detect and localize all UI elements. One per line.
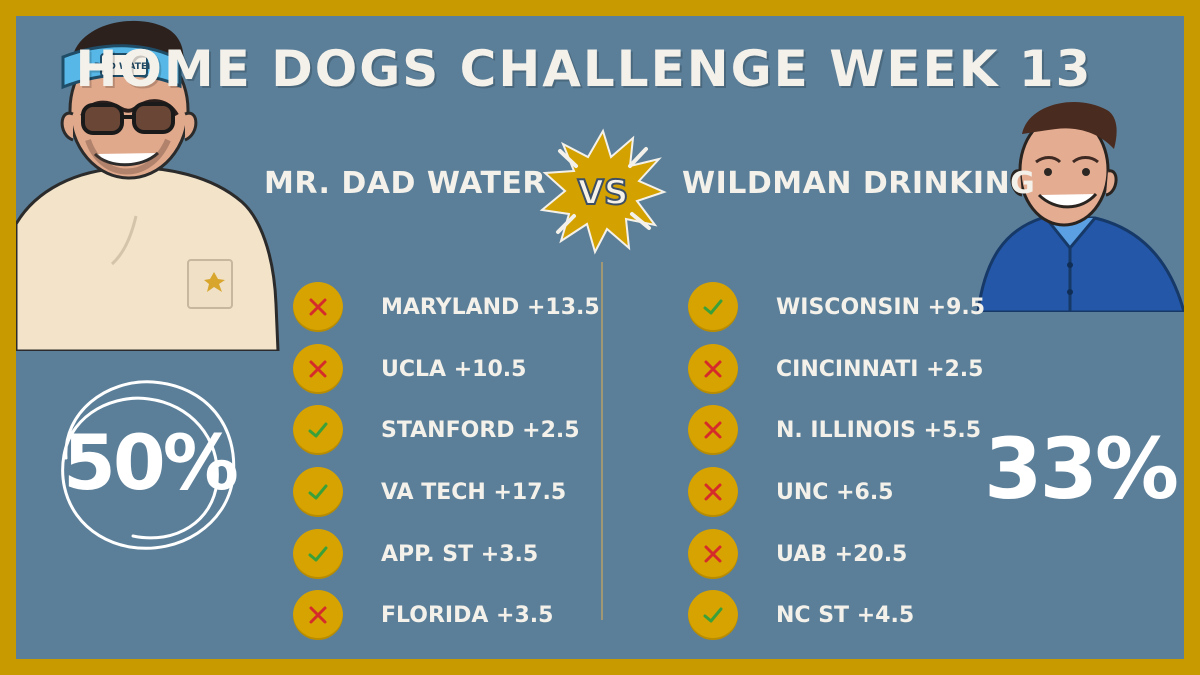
- loss-badge: [688, 405, 738, 455]
- pick-label: UNC +6.5: [776, 479, 894, 505]
- loss-badge: [293, 344, 343, 394]
- check-icon: [308, 422, 328, 438]
- loss-badge: [293, 590, 343, 640]
- x-icon: [309, 606, 327, 624]
- headband-text: DAD WATER: [94, 62, 154, 72]
- left-pick-row: VA TECH +17.5: [293, 467, 566, 517]
- center-divider: [601, 262, 603, 620]
- win-badge: [293, 467, 343, 517]
- x-icon: [309, 298, 327, 316]
- right-percent: 33%: [984, 420, 1179, 518]
- right-player-name: WILDMAN DRINKING: [682, 166, 1036, 201]
- left-player-name: MR. DAD WATER: [264, 166, 547, 201]
- pick-label: FLORIDA +3.5: [381, 602, 554, 628]
- right-pick-row: NC ST +4.5: [688, 590, 914, 640]
- pick-label: VA TECH +17.5: [381, 479, 567, 505]
- check-icon: [703, 607, 723, 623]
- win-badge: [688, 282, 738, 332]
- win-badge: [293, 405, 343, 455]
- wildman-drinking-avatar: [976, 101, 1184, 312]
- left-percent: 50%: [63, 418, 239, 507]
- x-icon: [704, 483, 722, 501]
- left-pick-row: UCLA +10.5: [293, 344, 526, 394]
- pick-label: WISCONSIN +9.5: [776, 294, 986, 320]
- x-icon: [704, 545, 722, 563]
- loss-badge: [293, 282, 343, 332]
- right-pick-row: UNC +6.5: [688, 467, 894, 517]
- right-pick-row: CINCINNATI +2.5: [688, 344, 983, 394]
- pick-label: MARYLAND +13.5: [381, 294, 600, 320]
- check-icon: [308, 546, 328, 562]
- x-icon: [309, 360, 327, 378]
- win-badge: [688, 590, 738, 640]
- pick-label: NC ST +4.5: [776, 602, 915, 628]
- left-pick-row: STANFORD +2.5: [293, 405, 580, 455]
- pick-label: UCLA +10.5: [381, 356, 527, 382]
- pick-label: STANFORD +2.5: [381, 417, 580, 443]
- challenge-board: DAD WATER: [16, 16, 1184, 659]
- mr-dad-water-avatar: DAD WATER: [16, 20, 280, 351]
- left-pick-row: APP. ST +3.5: [293, 529, 538, 579]
- versus-label: VS: [578, 173, 629, 213]
- right-pick-row: WISCONSIN +9.5: [688, 282, 985, 332]
- win-badge: [293, 529, 343, 579]
- check-icon: [308, 484, 328, 500]
- scribble-circle-icon: [61, 380, 236, 550]
- left-pick-row: FLORIDA +3.5: [293, 590, 553, 640]
- check-icon: [703, 299, 723, 315]
- pick-label: N. ILLINOIS +5.5: [776, 417, 982, 443]
- pick-label: UAB +20.5: [776, 541, 908, 567]
- pick-label: APP. ST +3.5: [381, 541, 539, 567]
- loss-badge: [688, 344, 738, 394]
- x-icon: [704, 421, 722, 439]
- left-pick-row: MARYLAND +13.5: [293, 282, 600, 332]
- loss-badge: [688, 467, 738, 517]
- versus-burst-icon: VS: [539, 128, 667, 255]
- pick-label: CINCINNATI +2.5: [776, 356, 984, 382]
- loss-badge: [688, 529, 738, 579]
- x-icon: [704, 360, 722, 378]
- right-pick-row: N. ILLINOIS +5.5: [688, 405, 981, 455]
- page-title: HOME DOGS CHALLENGE WEEK 13: [75, 40, 1093, 98]
- right-pick-row: UAB +20.5: [688, 529, 907, 579]
